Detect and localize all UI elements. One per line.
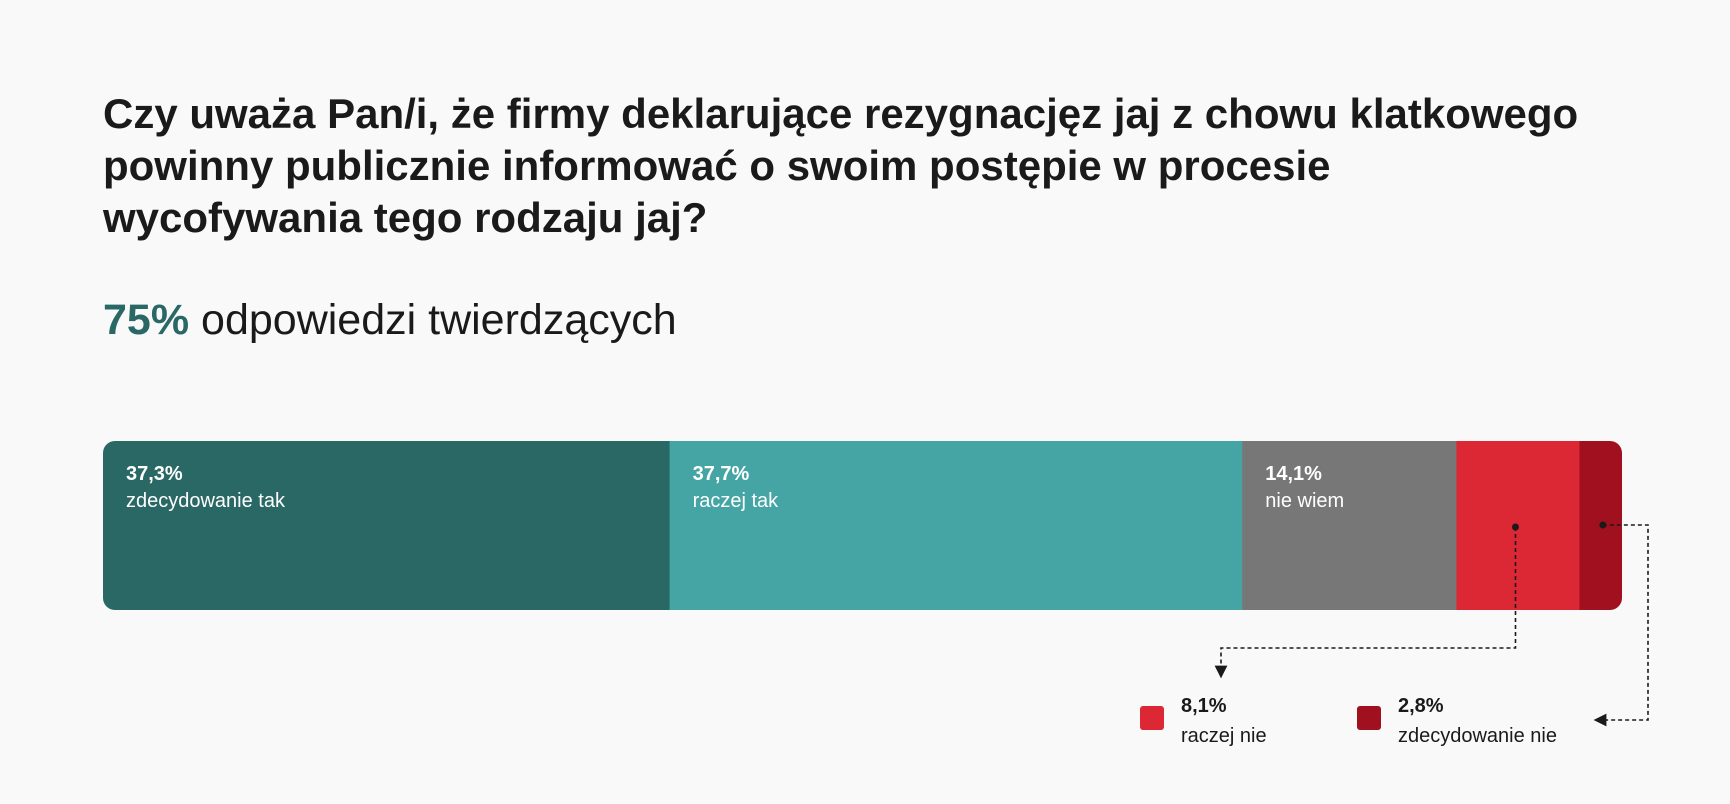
summary-percent: 75% (103, 296, 190, 344)
legend-category-label-zdecydowanie-nie: zdecydowanie nie (1398, 725, 1557, 747)
leader-line-raczej-nie (1214, 527, 1517, 679)
bar-category-label-zdecydowanie-tak: zdecydowanie tak (126, 490, 286, 512)
legend-value-label-zdecydowanie-nie: 2,8% (1398, 695, 1444, 717)
bar-category-label-raczej-tak: raczej tak (693, 490, 780, 512)
bar-value-label-raczej-tak: 37,7% (693, 463, 750, 485)
legend: 8,1% raczej nie 2,8% zdecydowanie nie (1140, 695, 1557, 747)
bar-segment-raczej-tak (669, 441, 1243, 610)
legend-category-label-raczej-nie: raczej nie (1181, 725, 1267, 747)
bar-group (103, 441, 1622, 610)
bar-segment-nie-wiem (1242, 441, 1458, 610)
legend-swatch-zdecydowanie-nie (1357, 706, 1381, 730)
legend-swatch-raczej-nie (1140, 706, 1164, 730)
legend-value-label-raczej-nie: 8,1% (1181, 695, 1227, 717)
bar-labels: 37,3% zdecydowanie tak 37,7% raczej tak 14,1… (126, 463, 1344, 512)
bar-value-label-zdecydowanie-tak: 37,3% (126, 463, 183, 485)
leader-line-zdecydowanie-nie (1593, 524, 1649, 727)
chart-title: Czy uważa Pan/i, że firmy deklarujące re… (103, 88, 1603, 244)
title-line-1: Czy uważa Pan/i, że firmy deklarujące re… (103, 90, 1579, 137)
summary-line: 75% odpowiedzi twierdzących (103, 292, 677, 348)
bar-category-label-nie-wiem: nie wiem (1265, 490, 1344, 512)
bar-value-label-nie-wiem: 14,1% (1265, 463, 1322, 485)
bar-segment-zdecydowanie-tak (103, 441, 671, 610)
summary-text: odpowiedzi twierdzących (201, 296, 677, 344)
title-line-2: powinny publicznie informować o swoim po… (103, 142, 1331, 189)
leader-lines (1214, 521, 1649, 727)
title-line-3: wycofywania tego rodzaju jaj? (103, 194, 708, 241)
